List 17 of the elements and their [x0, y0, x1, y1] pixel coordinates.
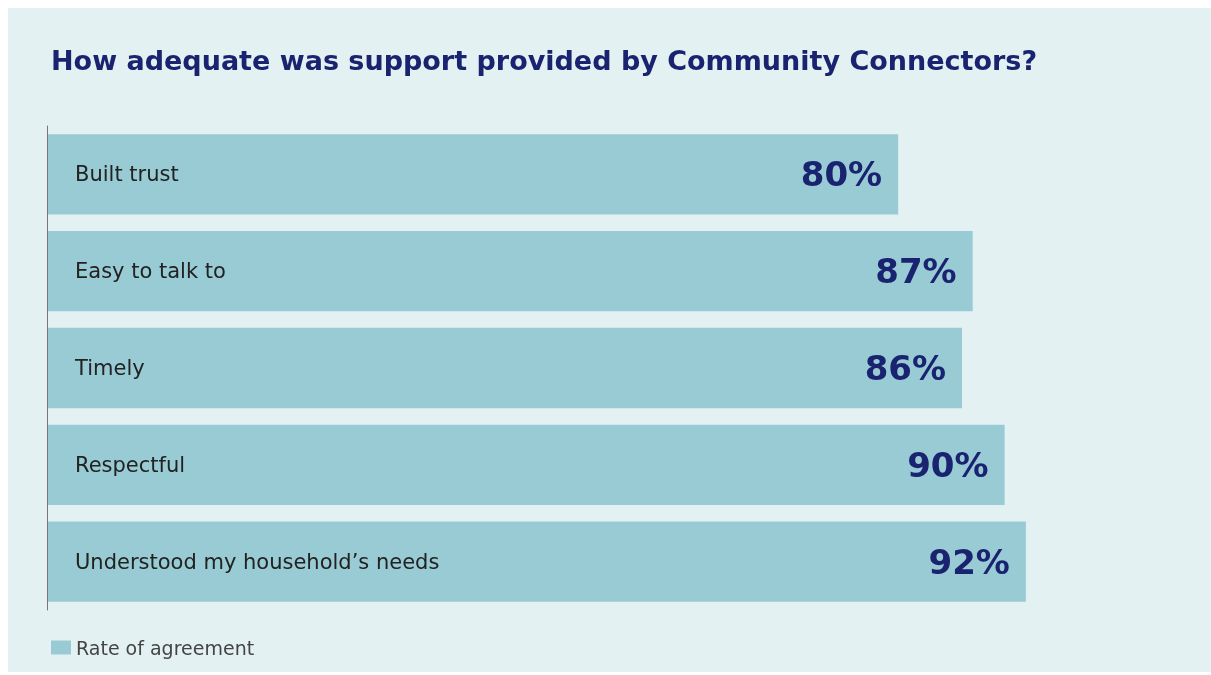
bar [47, 327, 963, 409]
y-tick-label: Respectful [75, 452, 186, 477]
bar [47, 231, 973, 312]
bar [47, 424, 1005, 505]
y-tick-label: Easy to talk to [75, 259, 226, 284]
y-tick-label: Timely [74, 356, 145, 380]
data-label: 80% [800, 154, 883, 195]
bar [47, 521, 1026, 602]
data-label: 90% [907, 444, 989, 485]
data-label: 86% [864, 348, 947, 388]
data-label: 87% [875, 251, 957, 292]
bar [47, 134, 899, 215]
y-tick-label: Built trust [75, 162, 179, 187]
y-tick-label: Understood my household’s needs [75, 549, 440, 574]
data-label: 92% [928, 541, 1010, 582]
chart-title: How adequate was support provided by Community Connectors? [51, 45, 1038, 76]
legend-label: Rate of agreement [76, 636, 255, 659]
